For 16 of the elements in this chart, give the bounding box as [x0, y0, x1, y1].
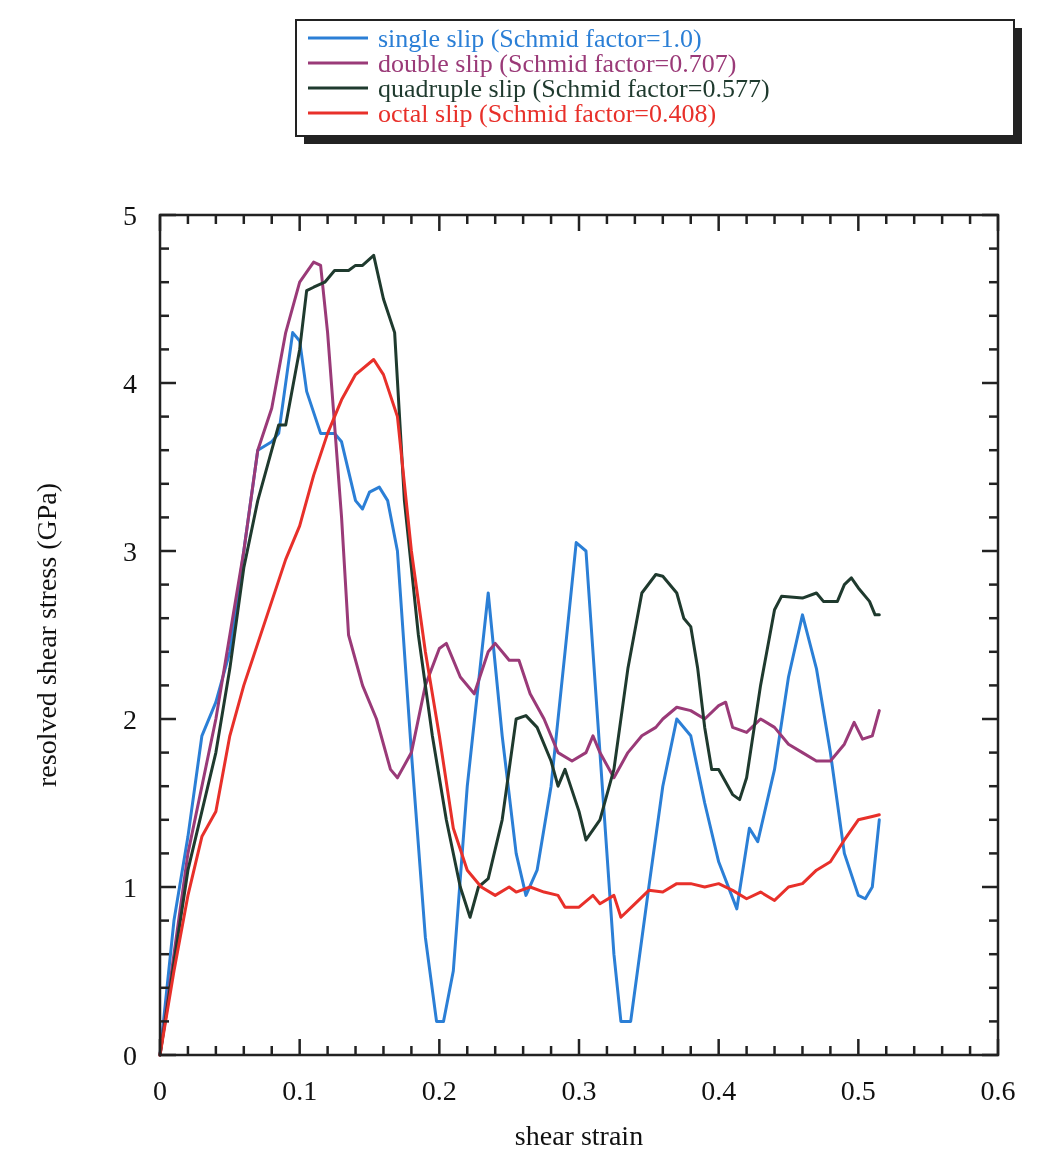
- x-tick-label: 0.3: [561, 1075, 597, 1106]
- legend-label: single slip (Schmid factor=1.0): [378, 24, 702, 54]
- x-tick-label: 0.4: [701, 1075, 737, 1106]
- y-tick-label: 1: [123, 871, 137, 903]
- y-tick-label: 0: [123, 1039, 137, 1071]
- x-tick-label: 0.6: [980, 1075, 1016, 1106]
- x-tick-label: 0.1: [282, 1075, 318, 1106]
- x-tick-label: 0: [153, 1075, 167, 1106]
- x-axis-title: shear strain: [514, 1120, 644, 1151]
- x-tick-label: 0.2: [421, 1075, 457, 1106]
- y-axis-title: resolved shear stress (GPa): [31, 482, 62, 788]
- y-tick-label: 2: [123, 703, 137, 735]
- x-tick-label: 0.5: [840, 1075, 876, 1106]
- y-tick-label: 5: [123, 199, 137, 231]
- y-tick-label: 4: [123, 367, 137, 399]
- y-tick-label: 3: [123, 535, 137, 567]
